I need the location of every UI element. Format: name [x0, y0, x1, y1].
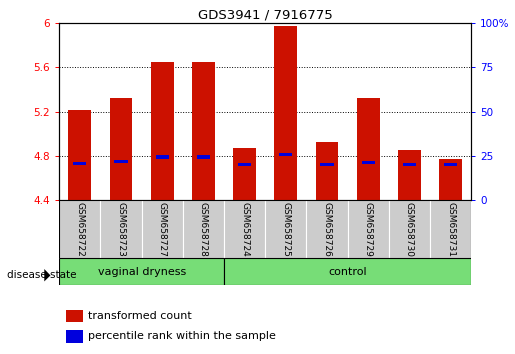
- Bar: [389, 200, 430, 258]
- Bar: [183, 200, 224, 258]
- Polygon shape: [44, 269, 50, 281]
- Bar: [439, 159, 462, 200]
- Text: GSM658724: GSM658724: [240, 202, 249, 257]
- Bar: [430, 200, 471, 258]
- Bar: [357, 98, 380, 200]
- Bar: [238, 163, 251, 166]
- Text: transformed count: transformed count: [88, 311, 192, 321]
- Bar: [348, 200, 389, 258]
- Text: percentile rank within the sample: percentile rank within the sample: [88, 331, 276, 341]
- Bar: [59, 258, 224, 285]
- Text: GSM658722: GSM658722: [75, 202, 84, 257]
- Bar: [224, 200, 265, 258]
- Bar: [66, 309, 82, 322]
- Bar: [398, 150, 421, 200]
- Bar: [403, 163, 416, 166]
- Text: control: control: [329, 267, 367, 277]
- Bar: [306, 200, 348, 258]
- Bar: [114, 160, 128, 163]
- Bar: [100, 200, 142, 258]
- Text: GSM658725: GSM658725: [281, 202, 290, 257]
- Text: GSM658726: GSM658726: [322, 202, 332, 257]
- Bar: [233, 148, 256, 200]
- Bar: [73, 162, 87, 165]
- Text: disease state: disease state: [7, 270, 76, 280]
- Bar: [59, 200, 100, 258]
- Bar: [142, 200, 183, 258]
- Bar: [265, 200, 306, 258]
- Bar: [197, 155, 210, 159]
- Bar: [66, 330, 82, 343]
- Text: GSM658723: GSM658723: [116, 202, 126, 257]
- Title: GDS3941 / 7916775: GDS3941 / 7916775: [198, 9, 333, 22]
- Bar: [279, 153, 293, 156]
- Bar: [444, 163, 457, 166]
- Bar: [192, 62, 215, 200]
- Text: GSM658728: GSM658728: [199, 202, 208, 257]
- Bar: [156, 155, 169, 159]
- Bar: [362, 161, 375, 164]
- Bar: [274, 26, 297, 200]
- Text: GSM658731: GSM658731: [446, 202, 455, 257]
- Text: vaginal dryness: vaginal dryness: [97, 267, 186, 277]
- Bar: [68, 110, 91, 200]
- Bar: [316, 143, 338, 200]
- Text: GSM658727: GSM658727: [158, 202, 167, 257]
- Bar: [110, 98, 132, 200]
- Text: GSM658730: GSM658730: [405, 202, 414, 257]
- Bar: [224, 258, 471, 285]
- Bar: [151, 62, 174, 200]
- Text: GSM658729: GSM658729: [364, 202, 373, 257]
- Bar: [320, 163, 334, 166]
